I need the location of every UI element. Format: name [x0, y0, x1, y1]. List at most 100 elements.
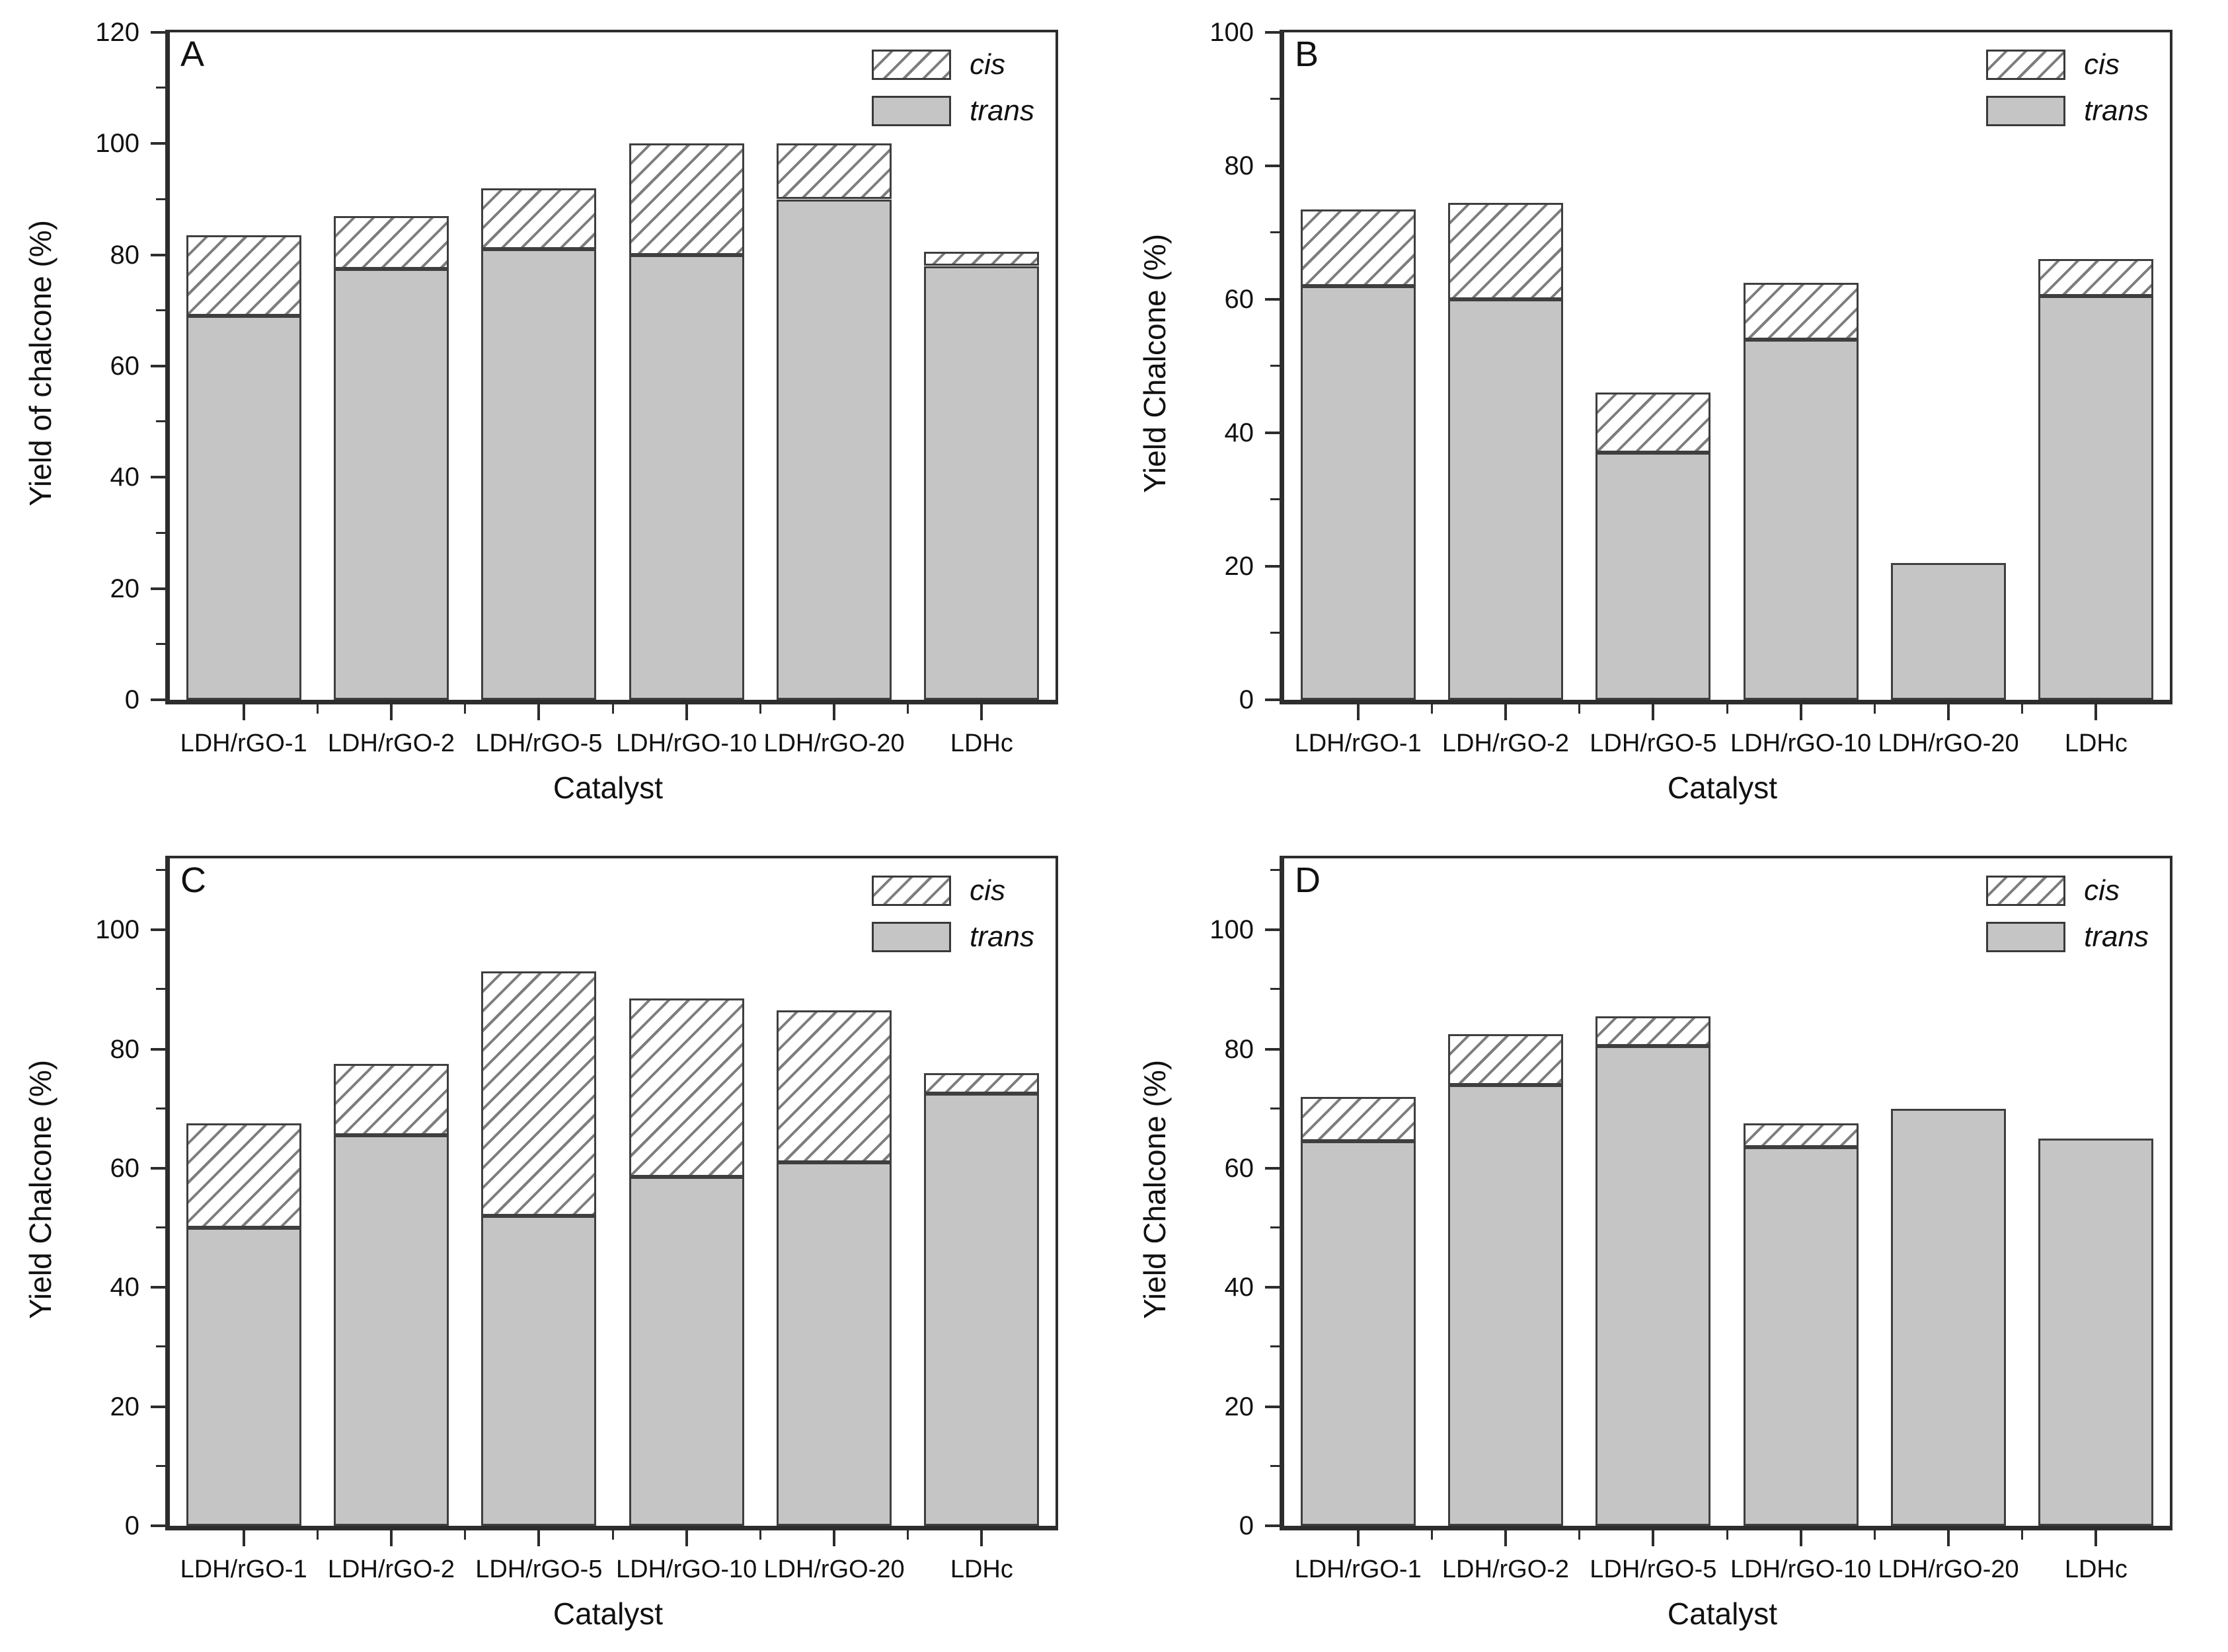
bar-segment-cis [186, 235, 301, 317]
x-minor-tick [1430, 1530, 1433, 1540]
legend: cis trans [1986, 874, 2149, 954]
y-major-tick [151, 253, 165, 256]
bar-segment-trans [1890, 1108, 2007, 1526]
x-minor-tick [316, 1530, 319, 1540]
legend-label-cis: cis [2084, 874, 2120, 907]
y-minor-tick [156, 1226, 165, 1229]
bar-segment-trans [629, 1177, 744, 1526]
y-minor-tick [1270, 98, 1280, 100]
y-major-tick [151, 1524, 165, 1527]
bar-segment-trans [333, 268, 449, 700]
x-minor-tick [2021, 1530, 2024, 1540]
bar-segment-trans [481, 249, 597, 700]
x-major-tick [1947, 704, 1950, 720]
x-tick-label: LDH/rGO-2 [1441, 730, 1570, 757]
y-minor-tick [156, 869, 165, 872]
x-major-tick [2094, 1530, 2098, 1546]
x-tick-label: LDH/rGO-1 [1294, 1556, 1422, 1583]
plot-area-d: D cis trans 0 20 40 60 80 100 LDH/rGO-1 LDH/rGO… [1210, 856, 2172, 1583]
y-major-tick [1265, 1286, 1280, 1289]
x-tick-label: LDH/rGO-5 [1590, 730, 1717, 757]
x-minor-tick [2021, 704, 2024, 714]
cis-hatch-swatch-icon [872, 50, 952, 80]
y-minor-tick [1270, 1464, 1280, 1467]
y-minor-tick [1270, 869, 1280, 872]
legend-item-cis: cis [872, 48, 1034, 81]
plot-area-a: A cis trans 0 20 40 60 80 100 120 LDH/rGO-1 LDH/… [95, 18, 1058, 757]
legend: cis trans [872, 874, 1034, 954]
x-tick-label: LDH/rGO-10 [1730, 1556, 1872, 1583]
y-tick-label: 20 [110, 574, 140, 603]
bar-segment-trans [333, 1135, 449, 1526]
cis-hatch-swatch-icon [872, 876, 952, 906]
legend: cis trans [1986, 48, 2149, 128]
y-major-tick [1265, 165, 1280, 167]
y-axis-title: Yield Chalcone (%) [1137, 233, 1172, 494]
x-major-tick [2094, 704, 2098, 720]
y-tick-label: 60 [110, 1153, 140, 1183]
x-minor-tick [1726, 1530, 1728, 1540]
x-tick-label: LDH/rGO-20 [763, 730, 905, 757]
legend-label-cis: cis [2084, 48, 2120, 81]
bar-segment-cis [333, 215, 449, 269]
x-minor-tick [1726, 704, 1728, 714]
y-major-tick [151, 1166, 165, 1170]
bar-segment-cis [924, 252, 1040, 266]
bar-segment-trans [186, 316, 301, 700]
x-tick-label: LDHc [2064, 1556, 2128, 1583]
y-minor-tick [156, 988, 165, 991]
y-tick-label: 60 [110, 352, 140, 381]
bar-segment-cis [481, 971, 597, 1217]
y-tick-label: 100 [95, 915, 139, 945]
y-minor-tick [1270, 1226, 1280, 1229]
x-major-tick [1504, 1530, 1507, 1546]
x-minor-tick [759, 1530, 761, 1540]
bar-segment-trans [1300, 285, 1416, 700]
bar-segment-cis [776, 1010, 892, 1162]
y-minor-tick [156, 531, 165, 534]
y-major-tick [1265, 698, 1280, 701]
bar-segment-trans [1743, 339, 1859, 700]
x-minor-tick [907, 704, 909, 714]
y-tick-label: 20 [1224, 552, 1254, 581]
y-major-tick [1265, 1166, 1280, 1170]
x-tick-label: LDH/rGO-2 [327, 1556, 455, 1583]
x-tick-label: LDH/rGO-1 [180, 730, 307, 757]
y-tick-label: 0 [124, 685, 139, 714]
x-minor-tick [1873, 704, 1876, 714]
x-minor-tick [611, 704, 614, 714]
x-major-tick [980, 1530, 983, 1546]
bar-segment-trans [776, 1162, 892, 1526]
y-minor-tick [156, 1107, 165, 1109]
y-major-tick [151, 928, 165, 932]
x-minor-tick [1578, 1530, 1581, 1540]
x-major-tick [980, 704, 983, 720]
y-minor-tick [1270, 498, 1280, 500]
bar-segment-cis [1447, 202, 1564, 299]
y-minor-tick [1270, 632, 1280, 634]
y-minor-tick [1270, 231, 1280, 233]
bar-segment-cis [186, 1123, 301, 1228]
legend-label-trans: trans [2084, 920, 2149, 953]
bar-segment-cis [481, 188, 597, 250]
panel-d: Yield Chalcone (%) D cis trans 0 20 40 60 80… [1114, 826, 2228, 1652]
panel-c: Yield Chalcone (%) C cis trans 0 20 40 60 80… [0, 826, 1114, 1652]
y-tick-label: 80 [110, 240, 140, 270]
bar-segment-trans [1300, 1141, 1416, 1526]
bar-segment-trans [2038, 1138, 2154, 1526]
y-tick-label: 60 [1224, 285, 1254, 314]
legend-label-trans: trans [2084, 94, 2149, 127]
x-tick-label: LDH/rGO-10 [616, 730, 757, 757]
bar-segment-trans [776, 199, 892, 700]
legend-label-trans: trans [970, 94, 1034, 127]
x-major-tick [390, 704, 393, 720]
y-minor-tick [156, 309, 165, 311]
x-axis-title: Catalyst [1667, 770, 1778, 805]
y-major-tick [1265, 565, 1280, 568]
plot-area-b: B cis trans 0 20 40 60 80 100 LDH/rGO-1 LDH/rGO… [1210, 18, 2172, 757]
y-major-tick [1265, 1047, 1280, 1051]
bar-segment-cis [1300, 209, 1416, 286]
x-major-tick [1504, 704, 1507, 720]
y-tick-label: 80 [110, 1034, 140, 1064]
x-tick-label: LDH/rGO-20 [1878, 1556, 2019, 1583]
